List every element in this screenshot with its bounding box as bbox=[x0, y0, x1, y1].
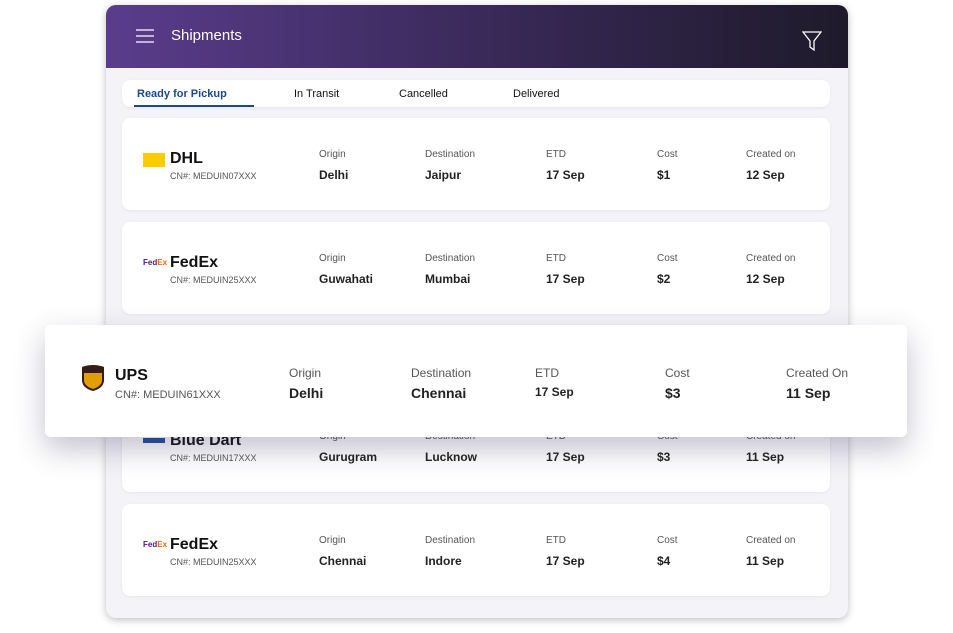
column-value: Gurugram bbox=[319, 450, 378, 464]
consignment-number: CN#: MEDUIN25XXX bbox=[170, 557, 257, 567]
column-value: $1 bbox=[657, 168, 671, 182]
column-value: Guwahati bbox=[319, 272, 374, 286]
column-label: ETD bbox=[546, 253, 566, 264]
tab[interactable]: Cancelled bbox=[399, 88, 448, 100]
column-value: 17 Sep bbox=[546, 554, 585, 568]
consignment-number: CN#: MEDUIN61XXX bbox=[115, 389, 221, 401]
column-label: Cost bbox=[657, 253, 678, 264]
column-value: $2 bbox=[657, 272, 671, 286]
column-label: Cost bbox=[657, 149, 678, 160]
logo bbox=[143, 153, 165, 167]
shipment-card[interactable]: FedEx FedEx CN#: MEDUIN25XXX Origin Guwahati… bbox=[122, 222, 830, 314]
carrier: FedEx bbox=[170, 254, 219, 271]
column-value: $3 bbox=[657, 450, 671, 464]
shipment-card[interactable]: FedEx FedEx CN#: MEDUIN25XXX Origin Chennai D… bbox=[122, 504, 830, 596]
tab-underline bbox=[134, 105, 254, 107]
column-label: Created on bbox=[746, 253, 796, 264]
column-label: Destination bbox=[425, 149, 476, 160]
column-value: Jaipur bbox=[425, 168, 462, 182]
column-label: ETD bbox=[546, 535, 566, 546]
column-value: Lucknow bbox=[425, 450, 478, 464]
column-value: Delhi bbox=[319, 168, 349, 182]
logo: FedEx bbox=[143, 258, 168, 267]
consignment-number: CN#: MEDUIN17XXX bbox=[170, 453, 257, 463]
menu-icon[interactable] bbox=[136, 28, 154, 44]
column-value: Chennai bbox=[319, 554, 367, 568]
logo bbox=[143, 438, 165, 443]
highlight-card[interactable]: UPS CN#: MEDUIN61XXX Origin Delhi Destinatio… bbox=[45, 325, 907, 437]
column-value: 17 Sep bbox=[546, 272, 585, 286]
column-value: $3 bbox=[665, 385, 681, 401]
column-label: Destination bbox=[425, 253, 476, 264]
column-value: 17 Sep bbox=[546, 168, 585, 182]
consignment-number: CN#: MEDUIN07XXX bbox=[170, 171, 257, 181]
column-value: Mumbai bbox=[425, 272, 471, 286]
carrier: DHL bbox=[170, 150, 203, 167]
column-value: 11 Sep bbox=[746, 450, 785, 464]
column-value: 11 Sep bbox=[746, 554, 785, 568]
column-label: Created on bbox=[746, 535, 796, 546]
tab[interactable]: In Transit bbox=[294, 88, 340, 100]
column-label: Origin bbox=[319, 535, 346, 546]
tab[interactable]: Ready for Pickup bbox=[137, 88, 227, 100]
column-value: Chennai bbox=[411, 385, 467, 401]
tab-bar: Ready for Pickup In Transit Cancelled Deliv… bbox=[122, 80, 830, 107]
column-label: Origin bbox=[319, 253, 346, 264]
ups-logo bbox=[82, 365, 104, 391]
column-value: 17 Sep bbox=[546, 450, 585, 464]
consignment-number: CN#: MEDUIN25XXX bbox=[170, 275, 257, 285]
column-label: Cost bbox=[665, 366, 690, 380]
title: Shipments bbox=[171, 27, 242, 44]
column-label: ETD bbox=[535, 366, 559, 380]
column-label: Destination bbox=[411, 366, 472, 380]
column-value: $4 bbox=[657, 554, 671, 568]
column-label: Cost bbox=[657, 535, 678, 546]
shipment-card[interactable]: DHL CN#: MEDUIN07XXX Origin Delhi Destinatio… bbox=[122, 118, 830, 210]
carrier: UPS bbox=[115, 367, 148, 384]
column-label: ETD bbox=[546, 149, 566, 160]
column-value: 11 Sep bbox=[786, 385, 831, 401]
column-value: 12 Sep bbox=[746, 272, 785, 286]
column-value: Delhi bbox=[289, 385, 324, 401]
column-value: Indore bbox=[425, 554, 462, 568]
header: Shipments bbox=[106, 5, 848, 68]
filter-icon[interactable] bbox=[802, 31, 822, 51]
column-value: 17 Sep bbox=[535, 385, 574, 399]
column-label: Destination bbox=[425, 535, 476, 546]
carrier: FedEx bbox=[170, 536, 219, 553]
column-label: Created on bbox=[746, 149, 796, 160]
column-label: Origin bbox=[319, 149, 346, 160]
column-label: Origin bbox=[289, 366, 322, 380]
app-panel: Shipments Ready for Pickup In Transit Canc… bbox=[106, 5, 848, 618]
column-value: 12 Sep bbox=[746, 168, 785, 182]
logo: FedEx bbox=[143, 540, 168, 549]
tab[interactable]: Delivered bbox=[513, 88, 560, 100]
column-label: Created On bbox=[786, 366, 849, 380]
